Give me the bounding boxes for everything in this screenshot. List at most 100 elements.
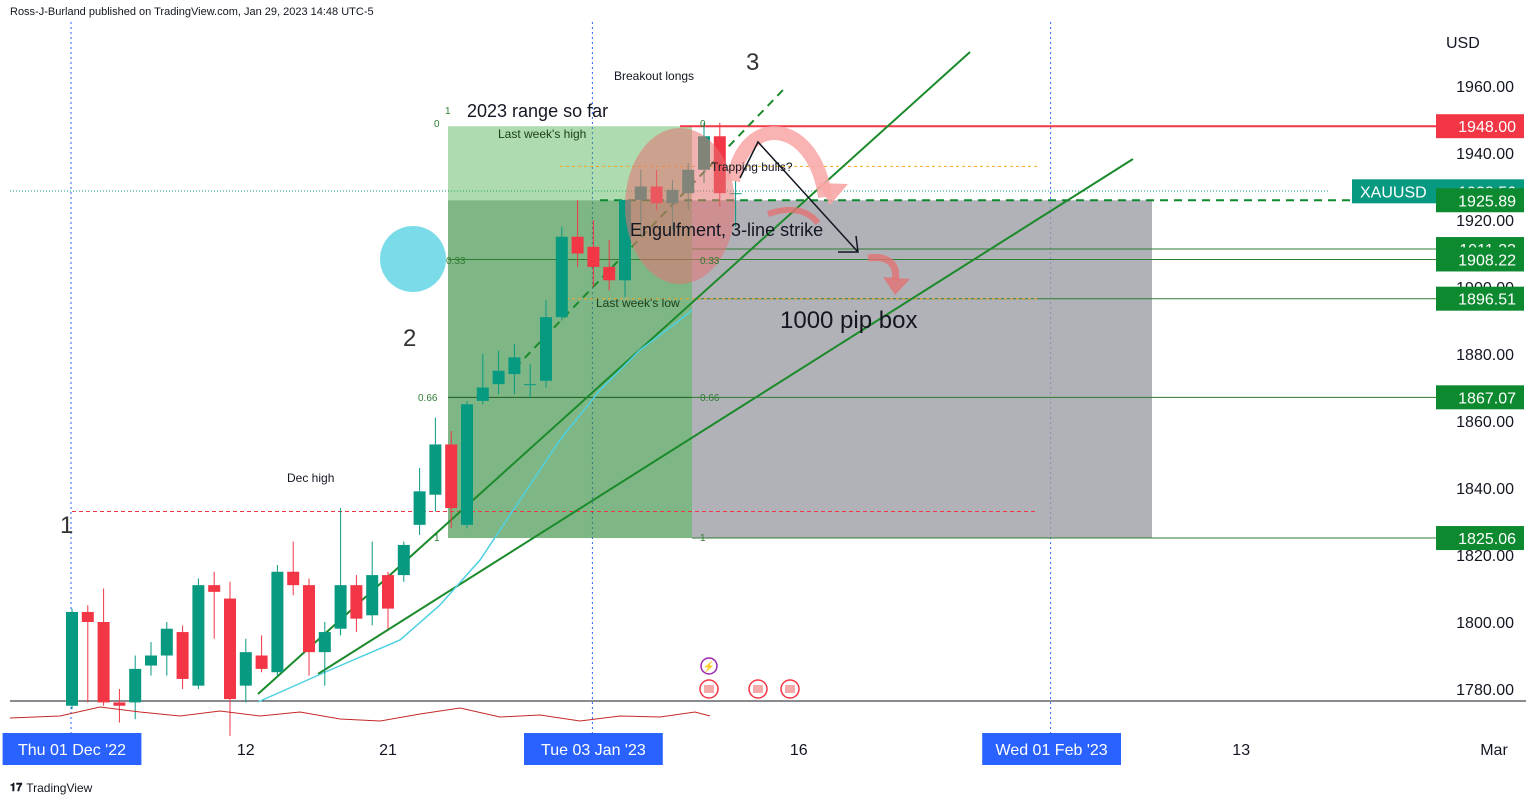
candle-body-2 bbox=[97, 622, 110, 703]
tradingview-footer[interactable]: 𝟏𝟕 TradingView bbox=[10, 781, 92, 795]
candle-15 bbox=[303, 578, 315, 676]
candle-body-11 bbox=[239, 652, 252, 686]
pink-curve-arrow bbox=[726, 126, 832, 199]
candle-6 bbox=[160, 622, 173, 676]
candle-34 bbox=[603, 240, 616, 291]
price-tag-bg-2 bbox=[1436, 188, 1524, 213]
candle-body-6 bbox=[160, 628, 173, 656]
y-tick-7: 1920.00 bbox=[1456, 213, 1514, 230]
pip-box-label: 1000 pip box bbox=[780, 307, 917, 334]
candle-body-42 bbox=[729, 193, 742, 195]
y-tick-4: 1860.00 bbox=[1456, 414, 1514, 431]
candle-body-14 bbox=[287, 571, 300, 586]
candle-body-28 bbox=[508, 357, 521, 375]
candle-body-9 bbox=[208, 585, 221, 592]
candle-13 bbox=[271, 565, 284, 676]
price-axis: 1780.00 1800.00 1820.00 1840.00 1860.00 1880.… bbox=[1352, 79, 1524, 699]
candle-30 bbox=[540, 300, 552, 388]
x-tick-0: Thu 01 Dec '22 bbox=[18, 742, 126, 759]
candle-body-0 bbox=[66, 611, 78, 706]
pink-lower-arrow-head bbox=[883, 277, 910, 295]
candle-1 bbox=[81, 605, 94, 703]
candle-body-15 bbox=[303, 585, 315, 653]
price-tag-bg-6 bbox=[1436, 385, 1524, 410]
candle-20 bbox=[382, 571, 394, 629]
candle-body-18 bbox=[350, 585, 363, 619]
y-tick-5: 1880.00 bbox=[1456, 347, 1514, 364]
candle-body-12 bbox=[255, 655, 268, 669]
breakout-label: Breakout longs bbox=[614, 69, 694, 83]
candle-8 bbox=[192, 578, 205, 689]
candle-body-31 bbox=[555, 236, 568, 318]
x-tag-bg-5 bbox=[982, 733, 1121, 765]
price-tag-4: 1908.22 bbox=[1458, 252, 1516, 269]
candle-body-3 bbox=[113, 702, 126, 706]
fib-label-8: 1 bbox=[700, 533, 706, 544]
candle-42 bbox=[729, 179, 742, 227]
dec-high-label: Dec high bbox=[287, 471, 334, 485]
price-tag-bg-7 bbox=[1436, 526, 1524, 551]
candle-body-20 bbox=[382, 575, 394, 609]
wave-1-label: 1 bbox=[60, 512, 73, 539]
fib-label-7: 0.66 bbox=[700, 393, 720, 404]
x-tick-4: 16 bbox=[790, 742, 808, 759]
candle-body-17 bbox=[334, 585, 347, 629]
engulfment-label: Engulfment, 3-line strike bbox=[630, 220, 823, 240]
candle-body-25 bbox=[461, 404, 473, 525]
x-tick-1: 12 bbox=[237, 742, 255, 759]
candle-11 bbox=[239, 638, 252, 703]
pip-box bbox=[692, 200, 1152, 539]
highlight-circle bbox=[380, 226, 446, 292]
candlestick-chart[interactable]: ⚡ Breakout longs 2023 range so far Last wee… bbox=[0, 0, 1536, 770]
y-tick-1: 1800.00 bbox=[1456, 615, 1514, 632]
candle-32 bbox=[571, 199, 584, 267]
y-tick-9: 1960.00 bbox=[1456, 79, 1514, 96]
candle-body-7 bbox=[176, 632, 189, 679]
candle-21 bbox=[397, 541, 410, 582]
candle-body-21 bbox=[397, 544, 410, 576]
us-flag-stripes-icon-2 bbox=[785, 685, 795, 693]
candle-body-16 bbox=[318, 632, 331, 653]
wave-3-label: 3 bbox=[746, 49, 759, 76]
price-tag-bg-4 bbox=[1436, 247, 1524, 272]
trend-line-shallow bbox=[317, 158, 1134, 675]
candle-19 bbox=[366, 541, 379, 626]
candle-body-30 bbox=[540, 317, 552, 381]
candle-12 bbox=[255, 635, 268, 673]
candle-3 bbox=[113, 689, 126, 723]
candle-28 bbox=[508, 343, 521, 395]
price-tag-bg-0 bbox=[1436, 114, 1524, 139]
fib-label-5: 0 bbox=[700, 119, 706, 130]
candle-14 bbox=[287, 541, 300, 596]
candle-2 bbox=[97, 588, 110, 706]
price-tag-6: 1867.07 bbox=[1458, 390, 1516, 407]
candle-4 bbox=[129, 655, 142, 720]
x-tick-3: Tue 03 Jan '23 bbox=[541, 742, 646, 759]
pink-lower-arrow bbox=[867, 254, 900, 281]
time-axis: Thu 01 Dec '22 12 21 Tue 03 Jan '23 16 Wed 01… bbox=[2, 733, 1508, 765]
tradingview-logo-icon: 𝟏𝟕 bbox=[10, 781, 23, 794]
candle-body-23 bbox=[429, 444, 442, 495]
rsi-oscillator-line bbox=[9, 706, 711, 722]
candle-33 bbox=[587, 220, 600, 287]
candle-body-19 bbox=[366, 575, 379, 616]
lightning-glyph-icon: ⚡ bbox=[703, 660, 715, 673]
candle-body-33 bbox=[587, 246, 600, 267]
candle-body-13 bbox=[271, 571, 284, 673]
engulfment-ellipse bbox=[625, 128, 735, 284]
candle-18 bbox=[350, 575, 363, 633]
us-flag-stripes-icon-0 bbox=[704, 685, 714, 693]
projection-arrow-head bbox=[838, 235, 859, 253]
candle-body-1 bbox=[81, 611, 94, 622]
x-tag-bg-0 bbox=[2, 733, 142, 765]
candle-27 bbox=[492, 350, 505, 395]
candle-23 bbox=[429, 417, 442, 512]
price-tag-bg-5 bbox=[1436, 286, 1524, 311]
lightning-event-icon bbox=[700, 657, 718, 675]
price-tag-7: 1825.06 bbox=[1458, 531, 1516, 548]
candle-16 bbox=[318, 622, 331, 686]
candle-body-24 bbox=[445, 444, 458, 509]
candle-body-8 bbox=[192, 585, 205, 686]
publisher-attribution: Ross-J-Burland published on TradingView.… bbox=[10, 6, 374, 18]
x-tag-bg-3 bbox=[524, 733, 663, 765]
